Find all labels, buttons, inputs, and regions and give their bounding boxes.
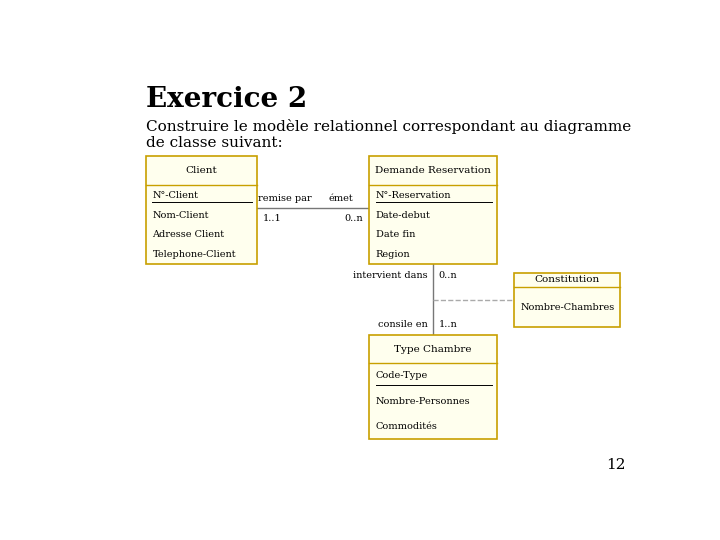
Text: Client: Client [186, 166, 217, 176]
Text: émet: émet [329, 194, 354, 203]
Text: Nombre-Personnes: Nombre-Personnes [376, 396, 470, 406]
Text: N°-Client: N°-Client [153, 191, 199, 200]
Text: Nom-Client: Nom-Client [153, 211, 209, 220]
Text: Commodités: Commodités [376, 422, 438, 431]
Text: Demande Reservation: Demande Reservation [375, 166, 491, 176]
Text: Date fin: Date fin [376, 230, 415, 239]
Text: Nombre-Chambres: Nombre-Chambres [521, 302, 615, 312]
Bar [145, 156, 258, 265]
Text: Construire le modèle relationnel correspondant au diagramme
de classe suivant:: Construire le modèle relationnel corresp… [145, 119, 631, 150]
Text: N°-Reservation: N°-Reservation [376, 191, 451, 200]
Text: 0..n: 0..n [438, 271, 457, 280]
Bar [369, 335, 498, 439]
Text: Region: Region [376, 250, 410, 259]
Text: Date-debut: Date-debut [376, 211, 431, 220]
Bar [369, 156, 498, 265]
Text: intervient dans: intervient dans [353, 271, 428, 280]
Text: Telephone-Client: Telephone-Client [153, 250, 236, 259]
Text: 12: 12 [606, 458, 626, 472]
Text: Exercice 2: Exercice 2 [145, 85, 307, 113]
Text: Type Chambre: Type Chambre [395, 345, 472, 354]
Text: 1..n: 1..n [438, 320, 457, 329]
Text: 1..1: 1..1 [263, 214, 282, 224]
Text: Adresse Client: Adresse Client [153, 230, 225, 239]
Bar [514, 273, 620, 327]
Text: Constitution: Constitution [534, 275, 600, 285]
Text: Code-Type: Code-Type [376, 372, 428, 380]
Text: consile en: consile en [378, 320, 428, 329]
Text: 0..n: 0..n [345, 214, 364, 224]
Text: remise par: remise par [258, 194, 312, 203]
